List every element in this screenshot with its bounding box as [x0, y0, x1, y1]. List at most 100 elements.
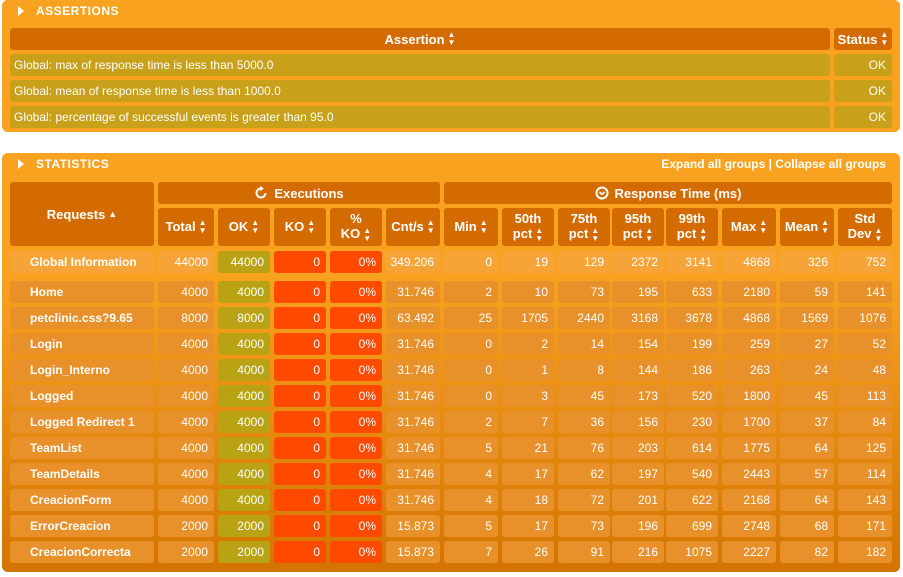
assertion-text: Global: percentage of successful events … — [10, 106, 830, 128]
stat-cell: 196 — [612, 515, 664, 537]
statistics-toggle[interactable]: STATISTICS — [18, 157, 109, 171]
collapse-all-groups-link[interactable]: Collapse all groups — [775, 157, 886, 171]
stat-cell: 0 — [274, 281, 326, 303]
stat-cell: 4000 — [218, 411, 270, 433]
request-name[interactable]: petclinic.css?9.65 — [10, 307, 154, 329]
ko-column-header[interactable]: KO ▲ ▼ — [274, 208, 326, 246]
stat-cell: 3678 — [666, 307, 718, 329]
request-name[interactable]: Login_Interno — [10, 359, 154, 381]
stat-cell: 4000 — [158, 385, 214, 407]
request-name[interactable]: ErrorCreacion — [10, 515, 154, 537]
stat-cell: 1775 — [722, 437, 776, 459]
min-column-header[interactable]: Min ▲ ▼ — [444, 208, 498, 246]
requests-column-header[interactable]: Requests ▲ — [10, 182, 154, 246]
max-column-header[interactable]: Max ▲ ▼ — [722, 208, 776, 246]
stat-cell: 27 — [780, 333, 834, 355]
std-column-header[interactable]: Std Dev ▲ ▼ — [838, 208, 892, 246]
stat-cell: 143 — [838, 489, 892, 511]
mean-column-header[interactable]: Mean ▲ ▼ — [780, 208, 834, 246]
stat-cell: 199 — [666, 333, 718, 355]
assertions-toggle[interactable]: ASSERTIONS — [18, 4, 119, 18]
p50-column-header[interactable]: 50th pct ▲ ▼ — [502, 208, 554, 246]
stat-cell: 0% — [330, 281, 382, 303]
stat-cell: 0 — [274, 307, 326, 329]
stat-cell: 18 — [502, 489, 554, 511]
stat-cell: 31.746 — [386, 411, 440, 433]
request-name[interactable]: Home — [10, 281, 154, 303]
refresh-icon — [255, 186, 267, 199]
total-column-header[interactable]: Total ▲ ▼ — [158, 208, 214, 246]
stat-cell: 0 — [274, 385, 326, 407]
request-name[interactable]: TeamList — [10, 437, 154, 459]
stat-cell: 0% — [330, 411, 382, 433]
sort-icon: ▲ ▼ — [821, 218, 830, 236]
stat-cell: 0 — [274, 463, 326, 485]
stat-cell: 0 — [274, 437, 326, 459]
stat-cell: 25 — [444, 307, 498, 329]
stat-cell: 31.746 — [386, 489, 440, 511]
stat-cell: 0 — [444, 359, 498, 381]
stat-cell: 8000 — [218, 307, 270, 329]
expand-triangle-icon — [18, 6, 24, 16]
stat-cell: 144 — [612, 359, 664, 381]
assertion-status: OK — [834, 106, 892, 128]
stat-cell: 614 — [666, 437, 718, 459]
stat-cell: 19 — [502, 251, 554, 273]
stat-cell: 113 — [838, 385, 892, 407]
p95-column-header[interactable]: 95th pct ▲ ▼ — [612, 208, 664, 246]
assertion-column-header[interactable]: Assertion ▲ ▼ — [10, 28, 830, 50]
stat-cell: 114 — [838, 463, 892, 485]
stat-cell: 7 — [444, 541, 498, 563]
sort-icon: ▲ ▼ — [198, 218, 207, 236]
stat-cell: 91 — [558, 541, 610, 563]
pct-ko-column-header[interactable]: % KO ▲ ▼ — [330, 208, 382, 246]
stat-cell: 73 — [558, 515, 610, 537]
stat-cell: 0 — [444, 385, 498, 407]
p99-column-header[interactable]: 99th pct ▲ ▼ — [666, 208, 718, 246]
stat-cell: 2000 — [218, 541, 270, 563]
stat-cell: 64 — [780, 437, 834, 459]
expand-triangle-icon — [18, 159, 24, 169]
stat-cell: 201 — [612, 489, 664, 511]
expand-all-groups-link[interactable]: Expand all groups — [661, 157, 766, 171]
assertion-status: OK — [834, 80, 892, 102]
stat-cell: 4000 — [218, 281, 270, 303]
sort-icon: ▲ ▼ — [759, 218, 768, 236]
stat-cell: 2 — [444, 281, 498, 303]
sort-icon: ▲ ▼ — [535, 225, 544, 243]
stat-cell: 4000 — [218, 489, 270, 511]
stat-cell: 0% — [330, 251, 382, 273]
request-name[interactable]: Global Information — [10, 251, 154, 273]
stat-cell: 2227 — [722, 541, 776, 563]
stat-cell: 52 — [838, 333, 892, 355]
statistics-title: STATISTICS — [36, 157, 110, 171]
sort-icon: ▲ ▼ — [251, 218, 260, 236]
request-name[interactable]: Logged Redirect 1 — [10, 411, 154, 433]
stat-cell: 4000 — [158, 411, 214, 433]
stat-cell: 216 — [612, 541, 664, 563]
cnts-column-header[interactable]: Cnt/s ▲ ▼ — [386, 208, 440, 246]
stat-cell: 8 — [558, 359, 610, 381]
stat-cell: 64 — [780, 489, 834, 511]
stat-cell: 45 — [558, 385, 610, 407]
stat-cell: 0% — [330, 385, 382, 407]
sort-up-icon: ▲ — [108, 209, 118, 219]
request-name[interactable]: Logged — [10, 385, 154, 407]
stat-cell: 0 — [274, 251, 326, 273]
request-name[interactable]: CreacionCorrecta — [10, 541, 154, 563]
stat-cell: 2372 — [612, 251, 664, 273]
stat-cell: 182 — [838, 541, 892, 563]
stat-cell: 0% — [330, 515, 382, 537]
request-name[interactable]: CreacionForm — [10, 489, 154, 511]
stat-cell: 4868 — [722, 307, 776, 329]
assertion-status: OK — [834, 54, 892, 76]
ok-column-header[interactable]: OK ▲ ▼ — [218, 208, 270, 246]
stat-cell: 72 — [558, 489, 610, 511]
stat-cell: 2000 — [218, 515, 270, 537]
request-name[interactable]: Login — [10, 333, 154, 355]
stat-cell: 633 — [666, 281, 718, 303]
stat-cell: 0% — [330, 489, 382, 511]
status-column-header[interactable]: Status ▲ ▼ — [834, 28, 892, 50]
request-name[interactable]: TeamDetails — [10, 463, 154, 485]
p75-column-header[interactable]: 75th pct ▲ ▼ — [558, 208, 610, 246]
